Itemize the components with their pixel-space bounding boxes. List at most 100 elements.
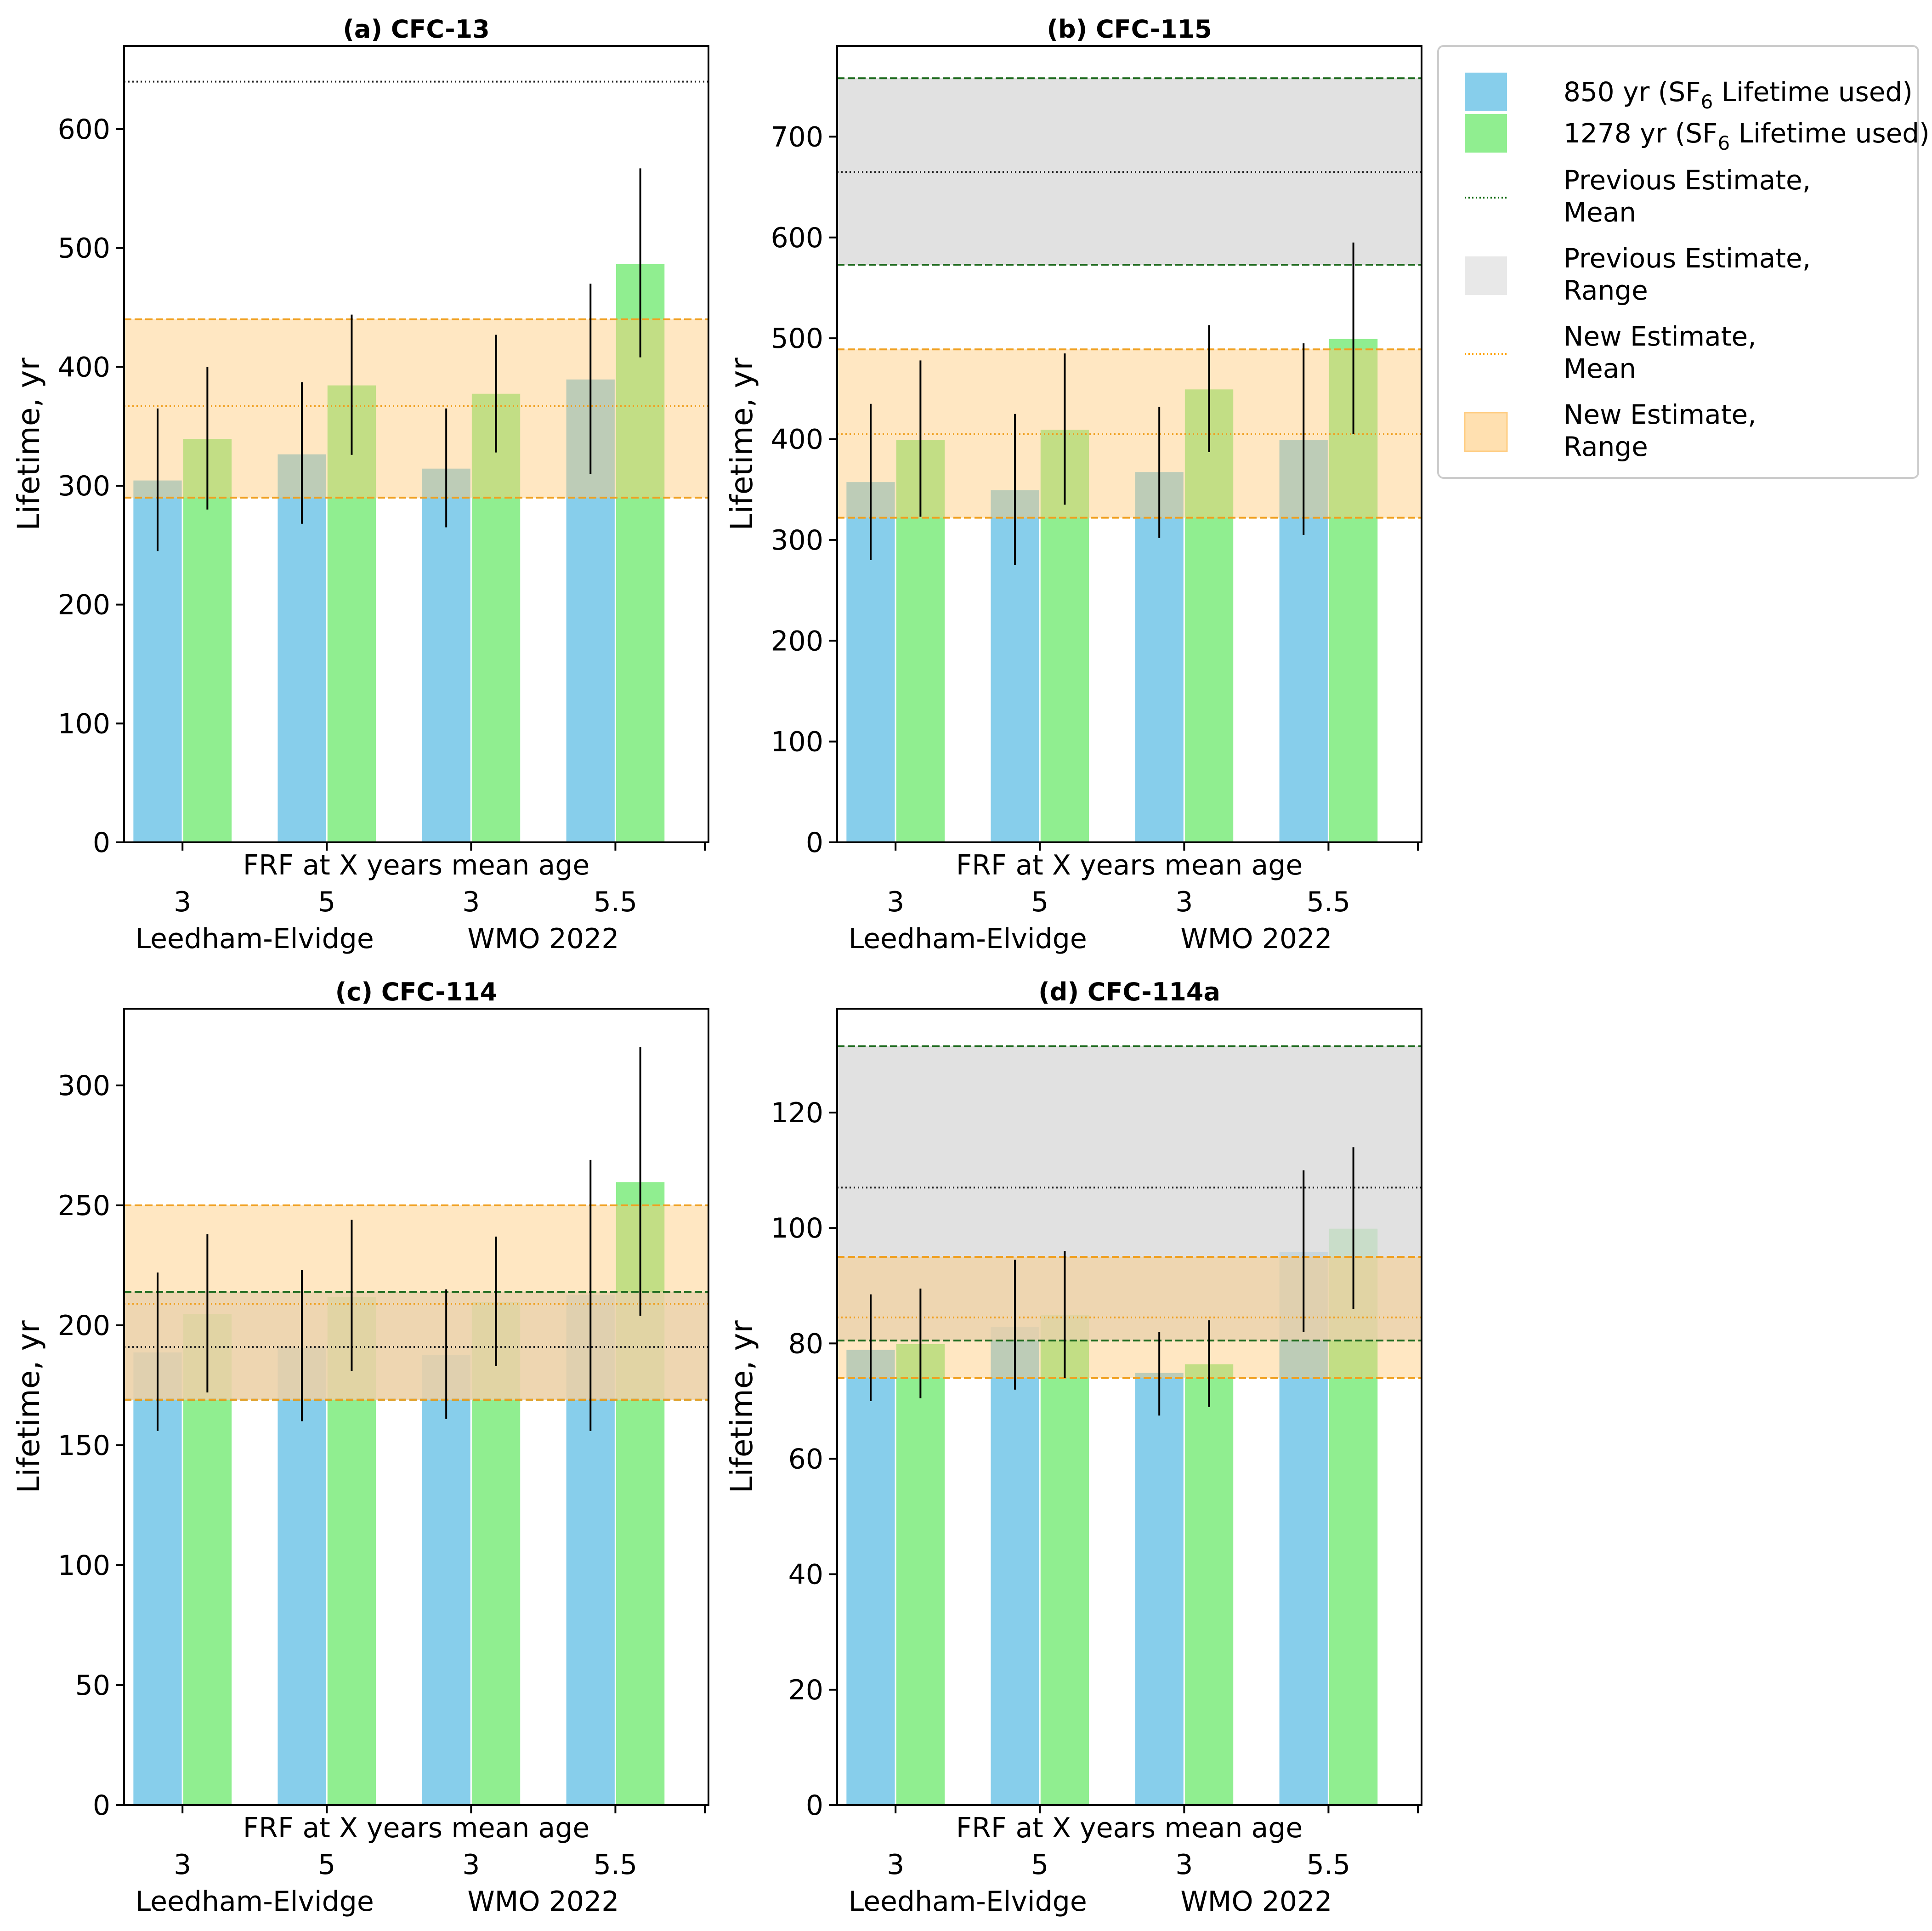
legend-label-3: Previous Estimate,: [1564, 165, 1811, 196]
y-axis-label: Lifetime, yr: [724, 1320, 759, 1494]
chart-panel-1: 0 100 200 300 400 500 600 3 5 3 5.5 Leedham-Elvidge…: [11, 15, 709, 955]
chart-title: (c) CFC-114: [335, 977, 498, 1006]
chart-panel-3: 0 50 100 150 200 250 300 3 5 3 5.5 Leedham-Elvidge W…: [11, 977, 709, 1918]
y-tick-label: 0: [93, 1789, 110, 1822]
bar-850yr-2: [420, 467, 472, 842]
legend-label-5-line-2: Mean: [1564, 353, 1636, 384]
x-tick-label: 5: [1031, 886, 1048, 918]
legend-subscript: 6: [1701, 91, 1713, 113]
new-estimate-range: [837, 1256, 1422, 1378]
y-tick-label: 0: [806, 827, 823, 859]
x-tick-label: 5.5: [594, 886, 637, 918]
y-axis-label: Lifetime, yr: [11, 1320, 46, 1494]
legend-label-4: Previous Estimate,: [1564, 243, 1811, 274]
plot-frame: [836, 1008, 1422, 1806]
y-tick-label: 250: [57, 1190, 110, 1222]
x-axis-label: FRF at X years mean age: [243, 1812, 590, 1844]
bar-1278yr-2: [470, 392, 522, 842]
y-tick-label: 300: [57, 1070, 110, 1102]
y-axis-label: Lifetime, yr: [724, 358, 759, 531]
new-estimate-range: [837, 349, 1422, 518]
plot-frame: [123, 1008, 709, 1806]
x-tick-label: 3: [462, 1849, 480, 1881]
x-tick-label: 3: [1175, 886, 1193, 918]
y-tick-label: 40: [788, 1559, 823, 1591]
x-axis-label: FRF at X years mean age: [243, 849, 590, 881]
new-estimate-range: [124, 1205, 708, 1400]
legend-label-3-line-2: Mean: [1564, 197, 1636, 228]
new-estimate-range: [124, 319, 708, 498]
y-tick-label: 400: [771, 424, 823, 456]
y-tick-label: 120: [771, 1097, 823, 1129]
legend-text-part: Lifetime used): [1713, 76, 1913, 108]
x-tick-label: 5: [318, 1849, 335, 1881]
y-tick-label: 600: [57, 114, 110, 146]
legend-swatch-2: [1465, 114, 1507, 153]
bar-850yr-2: [420, 1353, 472, 1805]
y-tick-label: 700: [771, 121, 823, 153]
legend: 850 yr (SF6 Lifetime used)1278 yr (SF6 L…: [1437, 45, 1930, 479]
bar-1278yr-1: [326, 384, 378, 842]
bar-850yr-2: [1133, 1371, 1185, 1805]
bar-850yr-0: [845, 1348, 896, 1805]
legend-swatch-4: [1465, 256, 1507, 295]
y-tick-label: 150: [57, 1430, 110, 1462]
x-tick-label: 5.5: [1307, 886, 1350, 918]
plot-frame: [123, 45, 709, 843]
x-tick-label: 3: [174, 1849, 191, 1881]
x-tick-label: 3: [462, 886, 480, 918]
chart-panel-4: 0 20 40 60 80 100 120 3 5 3 5.5 Leedham-Elvidge WMO …: [724, 977, 1422, 1918]
legend-frame: [1437, 45, 1919, 479]
legend-text-part: 850 yr (SF: [1564, 76, 1701, 108]
x-axis-label: FRF at X years mean age: [956, 849, 1303, 881]
legend-label-2: 1278 yr (SF6 Lifetime used): [1564, 118, 1930, 154]
bar-850yr-1: [989, 1325, 1041, 1805]
y-tick-label: 100: [771, 726, 823, 758]
y-tick-label: 500: [771, 323, 823, 355]
y-tick-label: 200: [57, 1310, 110, 1342]
y-tick-label: 0: [806, 1789, 823, 1822]
plot-area: [837, 77, 1422, 842]
x-tick-label: 5: [318, 886, 335, 918]
y-tick-label: 600: [771, 222, 823, 254]
x-tick-label: 5: [1031, 1849, 1048, 1881]
x-group-label: WMO 2022: [467, 923, 619, 955]
legend-text-part: Lifetime used): [1730, 118, 1930, 149]
x-group-label: WMO 2022: [467, 1886, 619, 1918]
plot-area: [837, 1045, 1422, 1805]
legend-label-5: New Estimate,: [1564, 321, 1756, 352]
x-tick-label: 5.5: [1307, 1849, 1350, 1881]
x-axis-label: FRF at X years mean age: [956, 1812, 1303, 1844]
y-tick-label: 200: [771, 625, 823, 657]
x-tick-label: 3: [174, 886, 191, 918]
y-tick-label: 80: [788, 1328, 823, 1360]
legend-swatch-1: [1465, 73, 1507, 111]
y-tick-label: 20: [788, 1674, 823, 1706]
x-group-label: Leedham-Elvidge: [849, 923, 1087, 955]
y-tick-label: 100: [57, 1550, 110, 1582]
y-tick-label: 100: [771, 1212, 823, 1244]
bar-1278yr-3: [614, 262, 666, 842]
chart-title: (d) CFC-114a: [1038, 977, 1220, 1006]
x-tick-label: 3: [887, 886, 904, 918]
y-tick-label: 300: [771, 524, 823, 557]
legend-label-1: 850 yr (SF6 Lifetime used): [1564, 76, 1913, 113]
x-group-label: Leedham-Elvidge: [136, 1886, 374, 1918]
y-tick-label: 60: [788, 1443, 823, 1476]
chart-title: (b) CFC-115: [1047, 15, 1212, 44]
y-tick-label: 400: [57, 351, 110, 383]
legend-swatch-6: [1464, 412, 1508, 452]
previous-estimate-range: [837, 78, 1422, 265]
x-tick-label: 3: [1175, 1849, 1193, 1881]
chart-panel-2: 0 100 200 300 400 500 600 700 3 5 3 5.5 Leedham-Elvi…: [724, 15, 1422, 955]
plot-area: [124, 1047, 708, 1805]
x-tick-label: 3: [887, 1849, 904, 1881]
previous-estimate-range: [124, 1291, 708, 1400]
bar-850yr-3: [1278, 1250, 1329, 1805]
x-group-label: WMO 2022: [1180, 1886, 1332, 1918]
legend-label-6: New Estimate,: [1564, 399, 1756, 430]
legend-subscript: 6: [1717, 132, 1730, 154]
legend-label-6-line-2: Range: [1564, 431, 1648, 462]
previous-estimate-range: [837, 1046, 1422, 1341]
